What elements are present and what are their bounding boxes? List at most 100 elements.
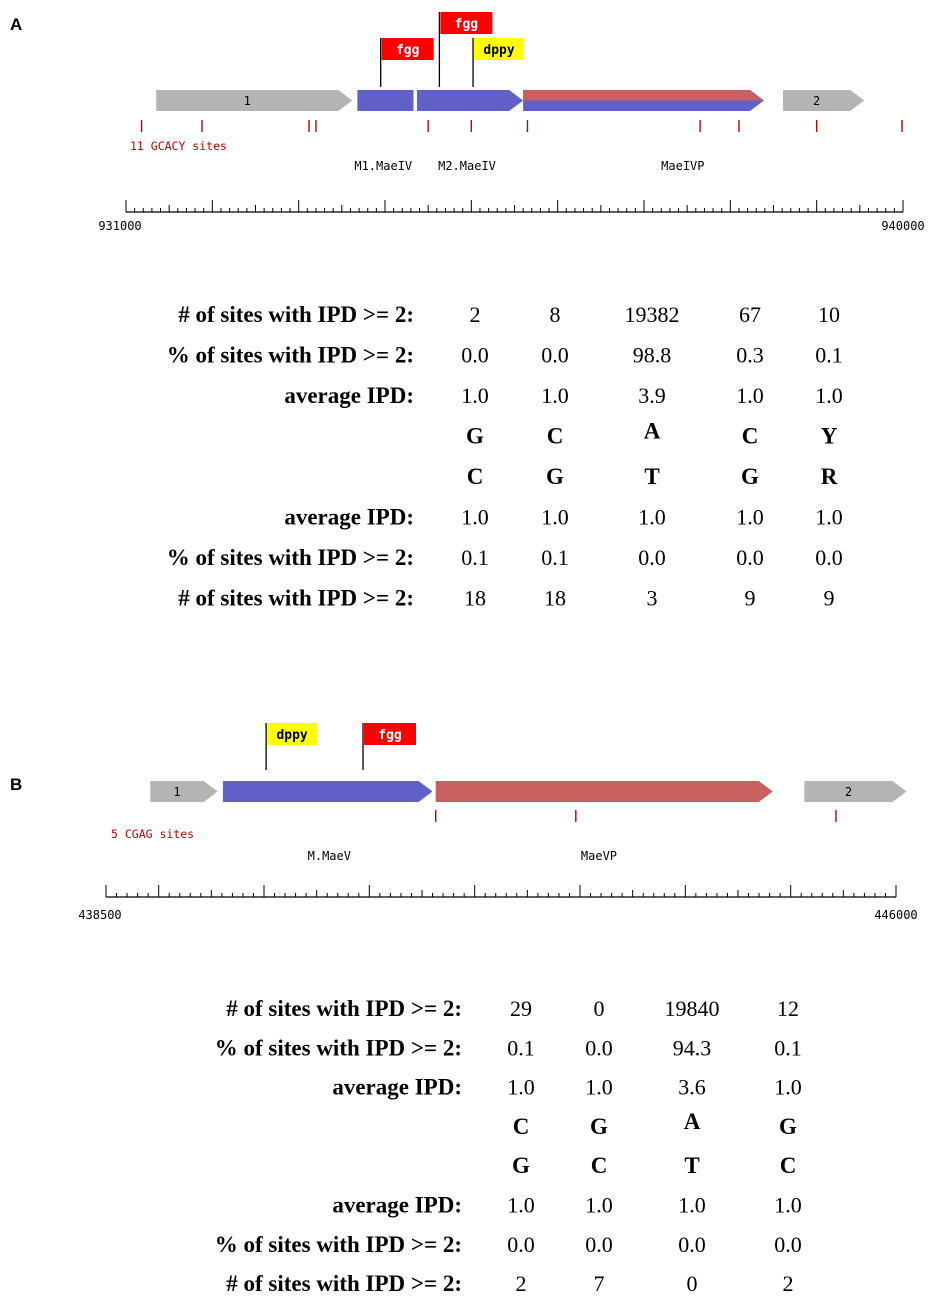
row-value: 0.0 — [585, 1232, 613, 1257]
gene-name-label: MaeVP — [581, 849, 617, 863]
row-value: 1.0 — [736, 383, 764, 408]
gene-name-label: M.MaeV — [308, 849, 351, 863]
site-count-label: 5 CGAG sites — [111, 827, 194, 841]
ipd-table: # of sites with IPD >= 2: 29 0 19840 12 % of … — [215, 996, 802, 1296]
gene-name-label: M2.MaeIV — [438, 159, 496, 173]
gene-m2-maeiv-shape — [416, 90, 524, 111]
row-label: # of sites with IPD >= 2: — [226, 996, 462, 1021]
row-value: 67 — [739, 302, 761, 327]
table-row: average IPD: 1.0 1.0 1.0 1.0 1.0 — [284, 505, 842, 530]
scale-end-label: 940000 — [881, 219, 924, 233]
flag-dppy-text: dppy — [276, 728, 307, 743]
row-value: 19840 — [665, 996, 720, 1021]
flag-fgg-1: fgg — [380, 38, 434, 87]
row-value: 0.0 — [541, 343, 569, 368]
row-value: 0.1 — [461, 545, 489, 570]
base: Y — [821, 424, 838, 449]
row-value: 1.0 — [461, 383, 489, 408]
ipd-table: # of sites with IPD >= 2: 2 8 19382 67 10 % of… — [167, 302, 843, 611]
table-row: # of sites with IPD >= 2: 2 8 19382 67 10 — [178, 302, 840, 327]
flag-fgg-1-text: fgg — [396, 43, 419, 58]
flag-fgg-box — [364, 723, 417, 745]
row-label: % of sites with IPD >= 2: — [167, 343, 414, 368]
row-value: 2 — [783, 1271, 794, 1295]
row-label: % of sites with IPD >= 2: — [215, 1232, 462, 1257]
row-value: 2 — [516, 1271, 527, 1295]
flag-fgg: fgg — [362, 723, 417, 770]
gene-2-shape — [782, 90, 865, 111]
scale-end-label: 446000 — [874, 908, 917, 922]
gene-1-shape — [150, 781, 218, 802]
row-value: 94.3 — [673, 1035, 712, 1060]
row-value: 3.9 — [638, 383, 666, 408]
gene-m2-maeiv — [416, 90, 524, 111]
row-value: 1.0 — [585, 1075, 613, 1100]
panel-letter: A — [10, 15, 22, 34]
row-value: 0.0 — [461, 343, 489, 368]
row-value: 29 — [510, 996, 532, 1021]
row-value: 3 — [647, 586, 658, 611]
site-count-label: 11 GCACY sites — [130, 139, 227, 153]
table-row: average IPD: 1.0 1.0 3.6 1.0 — [332, 1075, 801, 1100]
row-value: 0.0 — [585, 1035, 613, 1060]
base: G — [546, 464, 564, 489]
gene-name-label: M1.MaeIV — [354, 159, 412, 173]
methylated-base: A — [644, 419, 661, 444]
gene-maeivp-shape-top — [523, 90, 765, 101]
table-row: % of sites with IPD >= 2: 0.1 0.1 0.0 0.0 0.0 — [167, 545, 843, 570]
table-row: % of sites with IPD >= 2: 0.1 0.0 94.3 0.1 — [215, 1035, 802, 1060]
row-label: average IPD: — [284, 505, 414, 530]
row-value: 0.0 — [678, 1232, 706, 1257]
row-value: 1.0 — [815, 505, 843, 530]
flag-fgg-1-box — [381, 38, 434, 60]
flag-dppy: dppy — [265, 723, 318, 770]
row-value: 1.0 — [507, 1193, 535, 1218]
gene-m1-maeiv — [357, 90, 414, 111]
gene-2: 2 — [782, 90, 865, 111]
restriction-sites — [434, 810, 837, 822]
flag-dppy: dppy — [472, 38, 525, 87]
base: T — [684, 1153, 699, 1178]
base: C — [467, 464, 484, 489]
row-value: 1.0 — [638, 505, 666, 530]
base: G — [512, 1153, 530, 1178]
table-row: % of sites with IPD >= 2: 0.0 0.0 0.0 0.0 — [215, 1232, 802, 1257]
row-value: 0.1 — [541, 545, 569, 570]
gene-2-shape — [804, 781, 907, 802]
row-label: % of sites with IPD >= 2: — [215, 1035, 462, 1060]
row-label: % of sites with IPD >= 2: — [167, 545, 414, 570]
row-value: 1.0 — [541, 505, 569, 530]
gene-1-label: 1 — [173, 785, 180, 799]
row-value: 12 — [777, 996, 799, 1021]
table-row: # of sites with IPD >= 2: 18 18 3 9 9 — [178, 586, 834, 611]
flag-fgg-2-text: fgg — [455, 17, 478, 32]
row-label: # of sites with IPD >= 2: — [178, 586, 414, 611]
row-value: 0.1 — [815, 343, 843, 368]
gene-name-label: MaeIVP — [661, 159, 704, 173]
row-value: 1.0 — [507, 1075, 535, 1100]
base: C — [591, 1153, 608, 1178]
row-label: # of sites with IPD >= 2: — [226, 1271, 462, 1295]
gene-2-label: 2 — [813, 94, 820, 108]
gene-1: 1 — [156, 90, 353, 111]
flag-fgg-2-box — [440, 12, 493, 34]
flag-dppy-text: dppy — [483, 43, 514, 58]
base: G — [590, 1114, 608, 1139]
base: G — [779, 1114, 797, 1139]
flag-dppy-box — [267, 723, 318, 745]
row-value: 1.0 — [461, 505, 489, 530]
flag-fgg-text: fgg — [378, 728, 401, 743]
row-value: 98.8 — [633, 343, 672, 368]
table-row: average IPD: 1.0 1.0 3.9 1.0 1.0 — [284, 383, 842, 408]
panel-letter: B — [10, 775, 22, 794]
row-value: 18 — [464, 586, 486, 611]
base: G — [466, 424, 484, 449]
row-value: 18 — [544, 586, 566, 611]
gene-m-maev — [222, 781, 433, 802]
row-value: 1.0 — [541, 383, 569, 408]
scale-start-label: 931000 — [98, 219, 141, 233]
